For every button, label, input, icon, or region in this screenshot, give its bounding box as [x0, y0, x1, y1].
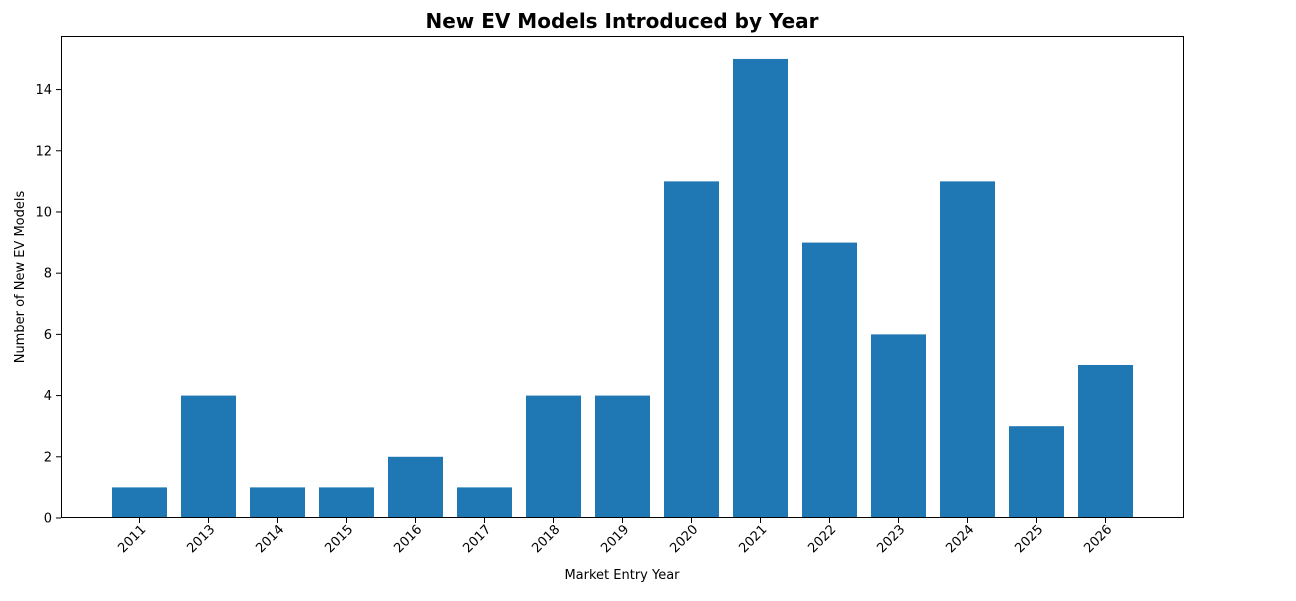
- bar-2014: [250, 487, 305, 518]
- x-axis-label: Market Entry Year: [564, 568, 680, 583]
- bars-group: [112, 58, 1133, 519]
- x-tick-label-2021: 2021: [736, 522, 770, 556]
- bar-2024: [940, 181, 995, 518]
- y-axis-label: Number of New EV Models: [13, 191, 28, 364]
- y-tick-label-2: 2: [44, 450, 52, 465]
- x-tick-label-2016: 2016: [391, 522, 425, 556]
- bar-2025: [1009, 426, 1064, 518]
- bar-2026: [1078, 364, 1133, 518]
- chart-title: New EV Models Introduced by Year: [425, 9, 818, 33]
- x-axis: 2011 2013 2014 2015 2016 2017 2018 2019 2020 2021…: [115, 518, 1115, 556]
- bar-2013: [181, 395, 236, 518]
- x-tick-label-2014: 2014: [253, 522, 287, 556]
- x-tick-label-2019: 2019: [598, 522, 632, 556]
- y-tick-label-12: 12: [35, 144, 52, 159]
- bar-2017: [457, 487, 512, 518]
- y-tick-label-6: 6: [44, 328, 52, 343]
- x-tick-label-2015: 2015: [322, 522, 356, 556]
- bar-2018: [526, 395, 581, 518]
- y-tick-label-14: 14: [35, 83, 52, 98]
- bar-2011: [112, 487, 167, 518]
- bar-2021: [733, 58, 788, 518]
- x-tick-label-2023: 2023: [874, 522, 908, 556]
- x-tick-label-2024: 2024: [943, 522, 977, 556]
- bar-2022: [802, 242, 857, 519]
- x-tick-label-2022: 2022: [805, 522, 839, 556]
- y-tick-label-4: 4: [44, 389, 52, 404]
- x-tick-label-2011: 2011: [115, 522, 149, 556]
- y-tick-label-10: 10: [35, 205, 52, 220]
- bar-2023: [871, 334, 926, 518]
- x-tick-label-2017: 2017: [460, 522, 494, 556]
- x-tick-label-2013: 2013: [184, 522, 218, 556]
- bar-2019: [595, 395, 650, 518]
- y-axis: 0 2 4 6 8 10 12 14: [35, 83, 61, 527]
- bar-2020: [664, 181, 719, 518]
- bar-2015: [319, 487, 374, 518]
- y-tick-label-8: 8: [44, 267, 52, 282]
- plot-frame: [61, 36, 1184, 518]
- x-tick-label-2026: 2026: [1081, 522, 1115, 556]
- y-tick-label-0: 0: [44, 512, 52, 527]
- x-tick-label-2020: 2020: [667, 522, 701, 556]
- x-tick-label-2025: 2025: [1012, 522, 1046, 556]
- x-tick-label-2018: 2018: [529, 522, 563, 556]
- bar-2016: [388, 456, 443, 518]
